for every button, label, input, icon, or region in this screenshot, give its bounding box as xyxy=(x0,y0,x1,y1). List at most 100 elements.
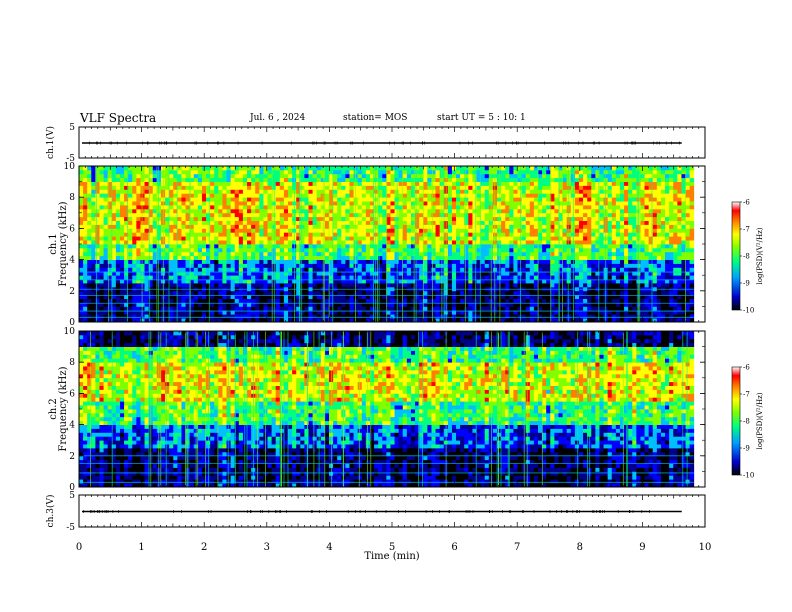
spectrogram-cell xyxy=(382,205,387,210)
spectrogram-cell xyxy=(128,169,133,175)
spectrogram-cell xyxy=(423,205,428,210)
spectrogram-cell xyxy=(374,216,379,221)
spectrogram-cell xyxy=(263,240,268,245)
spectrogram-cell xyxy=(583,169,588,175)
spectrogram-cell xyxy=(87,240,92,245)
spectrogram-cell xyxy=(538,205,543,210)
spectrogram-cell xyxy=(283,197,289,202)
spectrogram-cell xyxy=(476,283,482,288)
spectrogram-cell xyxy=(509,189,514,194)
spectrogram-cell xyxy=(152,318,158,323)
spectrogram-cell xyxy=(525,306,531,311)
spectrogram-cell xyxy=(574,263,580,268)
spectrogram-cell xyxy=(554,212,559,218)
spectrogram-cell xyxy=(369,220,375,225)
spectrogram-cell xyxy=(87,310,92,315)
spectrogram-cell xyxy=(427,193,432,198)
spectrogram-cell xyxy=(484,283,490,288)
spectrogram-cell xyxy=(185,232,191,237)
spectrogram-cell xyxy=(578,193,584,198)
spectrogram-cell xyxy=(447,201,453,206)
spectrogram-cell xyxy=(484,189,490,194)
spectrogram-cell xyxy=(357,271,363,276)
spectrogram-cell xyxy=(218,228,223,233)
spectrogram-cell xyxy=(296,201,301,206)
spectrogram-cell xyxy=(165,267,170,272)
spectrogram-cell xyxy=(312,271,318,276)
spectrogram-cell xyxy=(238,298,244,303)
spectrogram-cell xyxy=(242,220,248,225)
spectrogram-cell xyxy=(230,290,236,296)
spectrogram-cell xyxy=(279,166,285,171)
spectrogram-cell xyxy=(218,216,223,221)
spectrogram-cell xyxy=(210,310,215,315)
spectrogram-cell xyxy=(435,279,441,284)
spectrogram-cell xyxy=(103,177,109,182)
spectrogram-cell xyxy=(460,201,465,206)
spectrogram-cell xyxy=(427,298,432,303)
spectrogram-cell xyxy=(558,232,563,237)
spectrogram-cell xyxy=(501,263,506,268)
spectrogram-cell xyxy=(316,314,322,319)
spectrogram-cell xyxy=(456,283,461,288)
spectrogram-cell xyxy=(529,236,535,241)
spectrogram-cell xyxy=(538,263,543,268)
spectrogram-cell xyxy=(87,255,92,260)
spectrogram-cell xyxy=(132,216,137,221)
spectrogram-cell xyxy=(222,318,227,323)
spectrogram-cell xyxy=(554,279,559,284)
spectrogram-cell xyxy=(238,208,244,214)
spectrogram-cell xyxy=(136,302,141,307)
spectrogram-cell xyxy=(529,181,535,186)
spectrogram-cell xyxy=(542,302,547,307)
spectrogram-cell xyxy=(402,275,408,280)
spectrogram-cell xyxy=(365,228,371,233)
spectrogram-cell xyxy=(341,240,346,245)
spectrogram-cell xyxy=(91,271,96,276)
spectrogram-cell xyxy=(206,208,211,214)
spectrogram-cell xyxy=(538,177,543,182)
spectrogram-cell xyxy=(472,302,477,307)
spectrogram-cell xyxy=(148,267,154,272)
spectrogram-cell xyxy=(554,216,559,221)
spectrogram-cell xyxy=(263,275,268,280)
spectrogram-cell xyxy=(382,189,387,194)
spectrogram-cell xyxy=(115,240,121,245)
spectrogram-cell xyxy=(111,255,117,260)
spectrogram-cell xyxy=(574,318,580,323)
spectrogram-cell xyxy=(152,185,158,190)
spectrogram-cell xyxy=(476,244,482,249)
spectrogram-cell xyxy=(242,193,248,198)
spectrogram-cell xyxy=(210,208,215,214)
spectrogram-cell xyxy=(206,251,211,257)
spectrogram-cell xyxy=(538,189,543,194)
spectrogram-cell xyxy=(357,177,363,182)
spectrogram-cell xyxy=(402,169,408,175)
spectrogram-cell xyxy=(312,283,318,288)
spectrogram-cell xyxy=(251,244,256,249)
spectrogram-cell xyxy=(124,290,129,296)
spectrogram-cell xyxy=(525,275,531,280)
spectrogram-cell xyxy=(529,310,535,315)
spectrogram-cell xyxy=(423,201,428,206)
spectrogram-cell xyxy=(87,201,92,206)
spectrogram-cell xyxy=(316,197,322,202)
spectrogram-cell xyxy=(271,185,277,190)
spectrogram-cell xyxy=(357,263,363,268)
spectrogram-cell xyxy=(103,189,109,194)
spectrogram-cell xyxy=(369,275,375,280)
spectrogram-cell xyxy=(148,177,154,182)
spectrogram-cell xyxy=(119,294,125,299)
spectrogram-cell xyxy=(247,189,252,194)
spectrogram-cell xyxy=(390,294,395,299)
spectrogram-cell xyxy=(333,220,338,225)
spectrogram-cell xyxy=(169,228,174,233)
spectrogram-cell xyxy=(218,232,223,237)
spectrogram-cell xyxy=(296,181,301,186)
spectrogram-cell xyxy=(542,208,547,214)
spectrogram-cell xyxy=(99,236,104,241)
spectrogram-cell xyxy=(99,318,104,323)
spectrogram-cell xyxy=(333,224,338,229)
spectrogram-cell xyxy=(103,255,109,260)
spectrogram-cell xyxy=(95,271,100,276)
